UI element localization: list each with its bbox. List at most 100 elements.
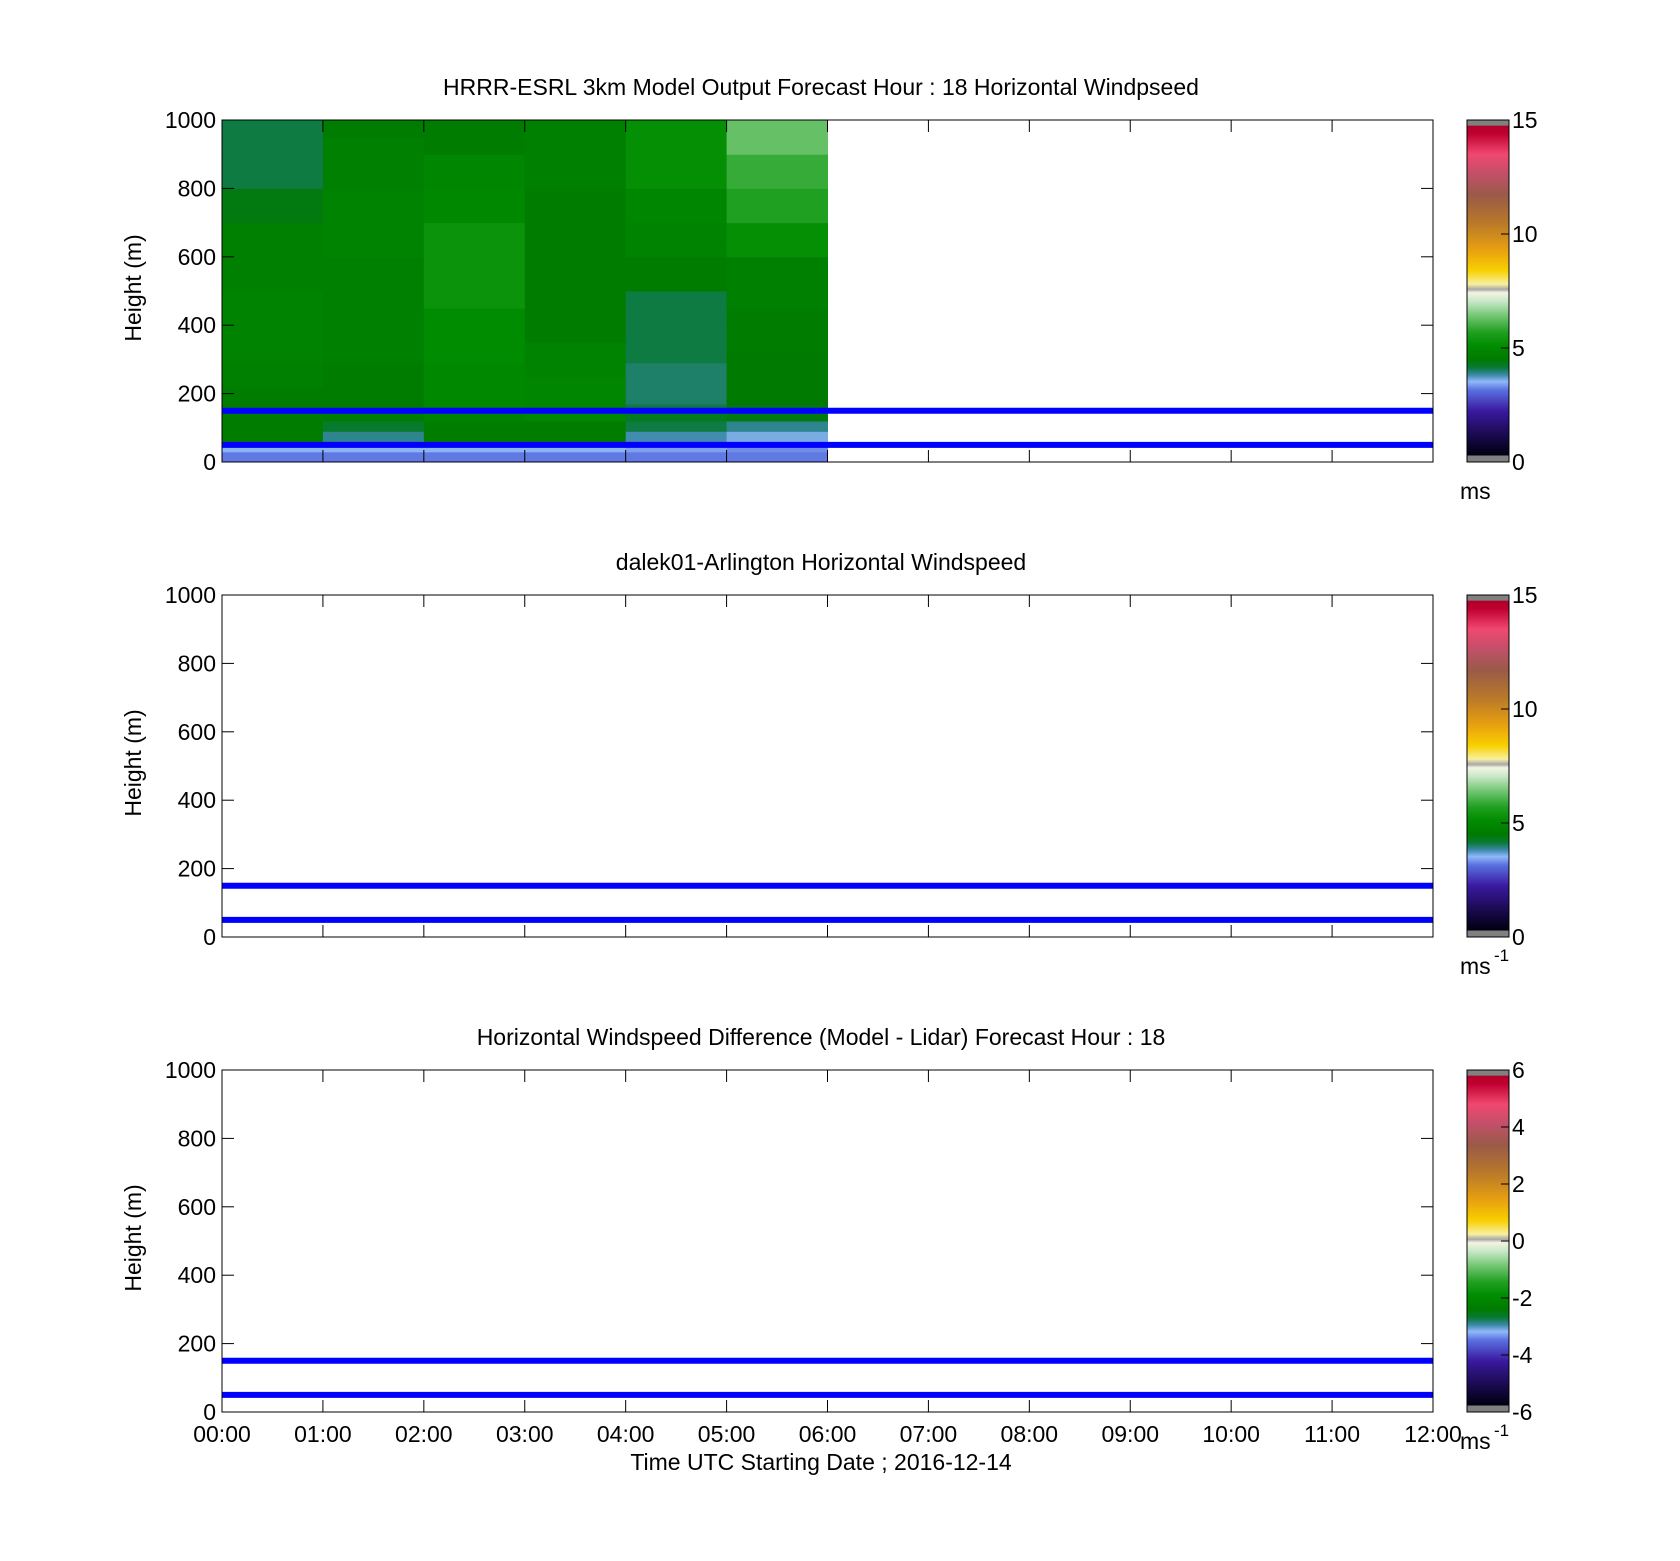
- colorbar-tick-label: 15: [1512, 107, 1538, 133]
- colorbar-tick-label: 0: [1512, 449, 1525, 475]
- y-tick-label: 600: [178, 244, 216, 270]
- heatmap-cell: [726, 171, 828, 189]
- heatmap-cell: [423, 386, 526, 395]
- heatmap-cell: [524, 222, 627, 241]
- heatmap-cell: [322, 120, 425, 138]
- heatmap-cell: [726, 205, 828, 224]
- heatmap-cell: [322, 154, 425, 172]
- heatmap-area: 0 200 400 600 800 1000 0 5 10 15 ms: [165, 107, 1538, 504]
- y-tick-label: 400: [178, 312, 216, 338]
- heatmap-cell: [322, 239, 425, 258]
- colorbar: [1466, 119, 1510, 463]
- heatmap-cell: [524, 376, 627, 388]
- colorbar-tick-label: 0: [1512, 924, 1525, 950]
- colorbar-unit: ms: [1460, 1428, 1491, 1454]
- heatmap-cell: [625, 403, 728, 412]
- heatmap-cell: [625, 421, 728, 432]
- y-tick-label: 200: [178, 1331, 216, 1357]
- heatmap-cell: [524, 205, 627, 224]
- colorbar-tick-label: 10: [1512, 696, 1538, 722]
- heatmap-area: 0 200 400 600 800 1000 00:00 01:00 02:00 03:00 04:…: [165, 1057, 1533, 1454]
- y-axis-label: Height (m): [120, 1184, 146, 1291]
- x-tick-label: 11:00: [1304, 1421, 1360, 1447]
- heatmap-cell: [423, 362, 526, 377]
- colorbar-tick-label: 0: [1512, 1228, 1525, 1254]
- heatmap-cell: [524, 410, 627, 422]
- heatmap-cell: [222, 325, 324, 343]
- heatmap-cell: [322, 308, 425, 326]
- heatmap-cell: [322, 421, 425, 432]
- heatmap-cell: [625, 308, 728, 326]
- y-tick-label: 200: [178, 381, 216, 407]
- heatmap-cell: [524, 362, 627, 377]
- heatmap-cell: [726, 342, 828, 354]
- heatmap-cell: [726, 308, 828, 326]
- y-tick-label: 0: [203, 924, 216, 950]
- heatmap-cell: [524, 325, 627, 343]
- heatmap-cell: [322, 171, 425, 189]
- heatmap-cell: [625, 352, 728, 364]
- heatmap-cell: [423, 188, 526, 206]
- heatmap-cell: [625, 431, 728, 442]
- heatmap-cell: [222, 403, 324, 412]
- y-tick-label: 600: [178, 1194, 216, 1220]
- heatmap-cell: [726, 451, 828, 463]
- x-tick-label: 05:00: [698, 1421, 756, 1447]
- heatmap-cell: [625, 154, 728, 172]
- heatmap-cell: [222, 137, 324, 155]
- heatmap-cell: [222, 342, 324, 354]
- colorbar: [1466, 594, 1510, 938]
- y-tick-label: 0: [203, 449, 216, 475]
- heatmap-cell: [625, 188, 728, 206]
- colorbar-tick-label: 5: [1512, 335, 1525, 361]
- y-tick-label: 1000: [165, 582, 216, 608]
- heatmap-cell: [222, 222, 324, 241]
- x-tick-label: 06:00: [799, 1421, 857, 1447]
- colorbar-tick-label: 5: [1512, 810, 1525, 836]
- panel-title: dalek01-Arlington Horizontal Windspeed: [616, 549, 1026, 575]
- heatmap-cell: [524, 308, 627, 326]
- heatmap-cell: [524, 154, 627, 172]
- x-tick-label: 03:00: [496, 1421, 554, 1447]
- y-axis-label: Height (m): [120, 234, 146, 341]
- heatmap-cell: [726, 188, 828, 206]
- panel-difference: Horizontal Windspeed Difference (Model -…: [120, 1024, 1533, 1454]
- y-axis-label: Height (m): [120, 709, 146, 816]
- x-tick-label: 10:00: [1202, 1421, 1260, 1447]
- heatmap-cell: [322, 403, 425, 412]
- heatmap-cell: [423, 273, 526, 292]
- heatmap-cell: [625, 120, 728, 138]
- heatmap-cell: [222, 431, 324, 442]
- y-tick-label: 600: [178, 719, 216, 745]
- heatmap-cell: [322, 393, 425, 405]
- heatmap-cell: [423, 342, 526, 354]
- heatmap-cell: [423, 308, 526, 326]
- colorbar-tick-label: -6: [1512, 1399, 1532, 1425]
- heatmap-cell: [625, 205, 728, 224]
- heatmap-cell: [524, 431, 627, 442]
- heatmap-cell: [625, 256, 728, 275]
- heatmap-cell: [423, 291, 526, 309]
- heatmap-cell: [322, 273, 425, 292]
- heatmap-cell: [726, 362, 828, 377]
- heatmap-cell: [222, 308, 324, 326]
- heatmap-cell: [222, 393, 324, 405]
- y-tick-label: 200: [178, 856, 216, 882]
- heatmap-cell: [322, 410, 425, 422]
- heatmap-cell: [625, 451, 728, 463]
- colorbar-tick-label: -4: [1512, 1342, 1533, 1368]
- heatmap-cell: [423, 171, 526, 189]
- heatmap-cell: [423, 205, 526, 224]
- heatmap-cell: [625, 393, 728, 405]
- heatmap-cell: [726, 137, 828, 155]
- y-tick-label: 400: [178, 1262, 216, 1288]
- x-tick-label: 07:00: [900, 1421, 958, 1447]
- y-tick-label: 0: [203, 1399, 216, 1425]
- heatmap-cell: [222, 171, 324, 189]
- panel-lidar: dalek01-Arlington Horizontal Windspeed H…: [120, 549, 1538, 979]
- heatmap-cell: [625, 376, 728, 388]
- heatmap-cell: [726, 403, 828, 412]
- colorbar-tick-label: 10: [1512, 221, 1538, 247]
- heatmap-cell: [423, 376, 526, 388]
